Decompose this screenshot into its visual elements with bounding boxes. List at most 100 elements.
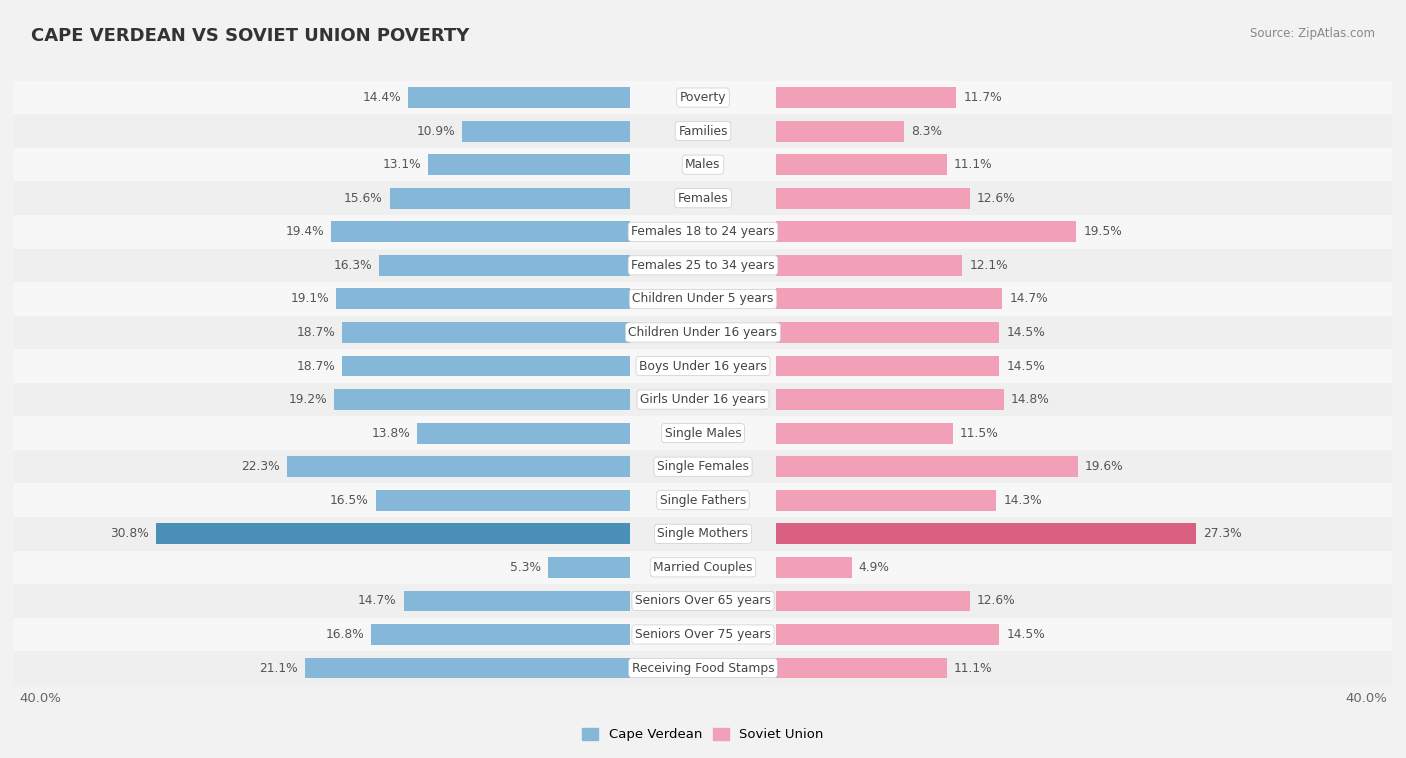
Text: Single Males: Single Males — [665, 427, 741, 440]
Text: 4.9%: 4.9% — [859, 561, 890, 574]
Bar — [776, 590, 970, 611]
Bar — [429, 155, 630, 175]
Text: 12.6%: 12.6% — [977, 594, 1015, 607]
Bar — [14, 484, 1392, 517]
Bar — [776, 155, 948, 175]
Bar — [776, 188, 970, 208]
Text: Females 18 to 24 years: Females 18 to 24 years — [631, 225, 775, 238]
Text: 12.6%: 12.6% — [977, 192, 1015, 205]
Bar — [332, 221, 630, 243]
Bar — [287, 456, 630, 477]
Bar — [776, 456, 1078, 477]
Bar — [408, 87, 630, 108]
Text: 14.5%: 14.5% — [1007, 359, 1045, 372]
Text: Girls Under 16 years: Girls Under 16 years — [640, 393, 766, 406]
Text: 14.7%: 14.7% — [1010, 293, 1047, 305]
Text: 11.7%: 11.7% — [963, 91, 1002, 104]
Legend: Cape Verdean, Soviet Union: Cape Verdean, Soviet Union — [578, 722, 828, 747]
Bar — [14, 651, 1392, 684]
Bar — [776, 557, 852, 578]
Bar — [378, 255, 630, 276]
Text: 16.3%: 16.3% — [333, 258, 373, 272]
Text: 14.3%: 14.3% — [1004, 493, 1042, 507]
Bar — [776, 322, 1000, 343]
Text: 14.5%: 14.5% — [1007, 326, 1045, 339]
Text: 14.7%: 14.7% — [359, 594, 396, 607]
Bar — [776, 658, 948, 678]
Bar — [776, 389, 1004, 410]
Text: 16.5%: 16.5% — [330, 493, 368, 507]
Text: Children Under 16 years: Children Under 16 years — [628, 326, 778, 339]
Text: 27.3%: 27.3% — [1204, 528, 1241, 540]
Bar — [14, 148, 1392, 181]
Bar — [14, 383, 1392, 416]
Bar — [342, 322, 630, 343]
Text: Single Mothers: Single Mothers — [658, 528, 748, 540]
Bar — [342, 356, 630, 377]
Text: 8.3%: 8.3% — [911, 124, 942, 138]
Text: 11.1%: 11.1% — [953, 158, 993, 171]
Text: 10.9%: 10.9% — [416, 124, 456, 138]
Text: 13.1%: 13.1% — [382, 158, 422, 171]
Bar — [14, 550, 1392, 584]
Text: 13.8%: 13.8% — [371, 427, 411, 440]
Text: Females 25 to 34 years: Females 25 to 34 years — [631, 258, 775, 272]
Bar — [776, 87, 956, 108]
Text: 16.8%: 16.8% — [326, 628, 364, 641]
Text: Receiving Food Stamps: Receiving Food Stamps — [631, 662, 775, 675]
Bar — [463, 121, 630, 142]
Text: 11.1%: 11.1% — [953, 662, 993, 675]
Bar — [776, 255, 963, 276]
Bar — [776, 356, 1000, 377]
Bar — [14, 114, 1392, 148]
Bar — [14, 584, 1392, 618]
Text: 5.3%: 5.3% — [510, 561, 541, 574]
Text: Children Under 5 years: Children Under 5 years — [633, 293, 773, 305]
Bar — [776, 221, 1077, 243]
Text: 18.7%: 18.7% — [297, 326, 335, 339]
Text: Single Females: Single Females — [657, 460, 749, 473]
Bar — [389, 188, 630, 208]
Text: Families: Families — [678, 124, 728, 138]
Text: 15.6%: 15.6% — [344, 192, 382, 205]
Bar — [14, 81, 1392, 114]
Text: 21.1%: 21.1% — [260, 662, 298, 675]
Text: 18.7%: 18.7% — [297, 359, 335, 372]
Bar — [776, 490, 997, 511]
Text: 30.8%: 30.8% — [110, 528, 149, 540]
Text: 11.5%: 11.5% — [960, 427, 998, 440]
Bar — [14, 282, 1392, 315]
Bar — [776, 523, 1197, 544]
Text: Seniors Over 65 years: Seniors Over 65 years — [636, 594, 770, 607]
Text: 19.6%: 19.6% — [1085, 460, 1123, 473]
Text: Married Couples: Married Couples — [654, 561, 752, 574]
Bar — [14, 315, 1392, 349]
Bar — [336, 289, 630, 309]
Text: 19.2%: 19.2% — [288, 393, 328, 406]
Text: 40.0%: 40.0% — [20, 692, 60, 705]
Text: Males: Males — [685, 158, 721, 171]
Bar — [335, 389, 630, 410]
Bar — [776, 423, 953, 443]
Bar — [375, 490, 630, 511]
Bar — [14, 249, 1392, 282]
Text: Source: ZipAtlas.com: Source: ZipAtlas.com — [1250, 27, 1375, 39]
Text: 12.1%: 12.1% — [969, 258, 1008, 272]
Text: 19.5%: 19.5% — [1083, 225, 1122, 238]
Text: CAPE VERDEAN VS SOVIET UNION POVERTY: CAPE VERDEAN VS SOVIET UNION POVERTY — [31, 27, 470, 45]
Bar — [14, 517, 1392, 550]
Bar — [14, 450, 1392, 484]
Text: 14.4%: 14.4% — [363, 91, 401, 104]
Bar — [14, 416, 1392, 450]
Bar — [14, 349, 1392, 383]
Text: Boys Under 16 years: Boys Under 16 years — [640, 359, 766, 372]
Text: 14.8%: 14.8% — [1011, 393, 1050, 406]
Bar — [14, 181, 1392, 215]
Bar — [14, 215, 1392, 249]
Text: Seniors Over 75 years: Seniors Over 75 years — [636, 628, 770, 641]
Text: 22.3%: 22.3% — [240, 460, 280, 473]
Text: 19.4%: 19.4% — [285, 225, 325, 238]
Bar — [776, 624, 1000, 645]
Text: Females: Females — [678, 192, 728, 205]
Bar — [14, 618, 1392, 651]
